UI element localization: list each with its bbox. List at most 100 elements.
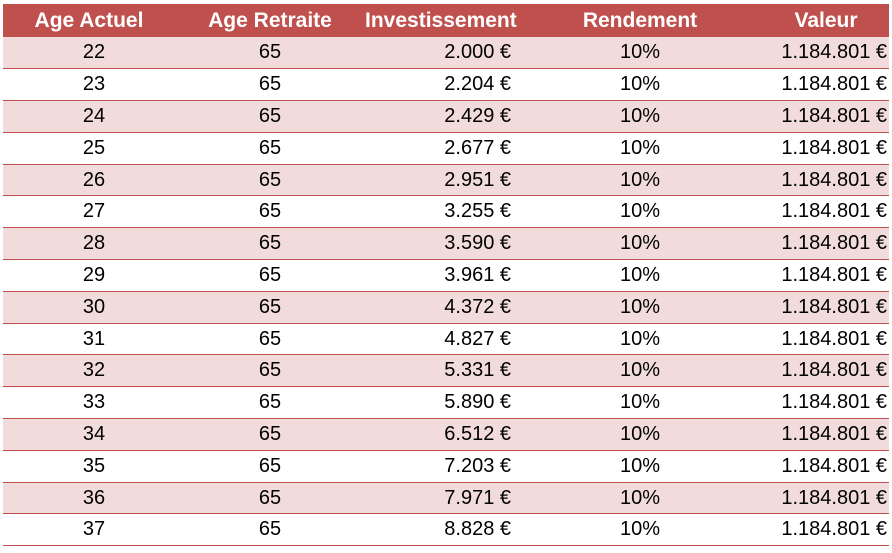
header-row: Age Actuel Age Retraite Investissement R…	[3, 4, 889, 37]
cell-rendement: 10%	[619, 136, 661, 159]
cell-valeur: 1.184.801 €	[781, 518, 887, 541]
cell-age-retraite: 65	[258, 327, 282, 350]
cell-age-retraite: 65	[258, 454, 282, 477]
cell-valeur: 1.184.801 €	[781, 391, 887, 414]
cell-investissement: 6.512 €	[444, 422, 511, 445]
header-age-actuel: Age Actuel	[34, 8, 144, 32]
cell-age-actuel: 23	[82, 73, 106, 96]
cell-investissement: 3.255 €	[444, 200, 511, 223]
cell-rendement: 10%	[619, 422, 661, 445]
cell-valeur: 1.184.801 €	[781, 422, 887, 445]
cell-rendement: 10%	[619, 391, 661, 414]
table-row: 36 65 7.971 € 10% 1.184.801 €	[3, 482, 889, 514]
cell-valeur: 1.184.801 €	[781, 41, 887, 64]
cell-age-actuel: 24	[82, 104, 106, 127]
cell-rendement: 10%	[619, 104, 661, 127]
cell-valeur: 1.184.801 €	[781, 295, 887, 318]
cell-investissement: 2.429 €	[444, 104, 511, 127]
cell-rendement: 10%	[619, 359, 661, 382]
cell-investissement: 2.677 €	[444, 136, 511, 159]
table-row: 24 65 2.429 € 10% 1.184.801 €	[3, 100, 889, 133]
cell-rendement: 10%	[619, 232, 661, 255]
cell-rendement: 10%	[619, 295, 661, 318]
cell-rendement: 10%	[619, 327, 661, 350]
table-row: 37 65 8.828 € 10% 1.184.801 €	[3, 513, 889, 546]
cell-age-retraite: 65	[258, 359, 282, 382]
cell-valeur: 1.184.801 €	[781, 200, 887, 223]
cell-age-retraite: 65	[258, 136, 282, 159]
cell-age-retraite: 65	[258, 263, 282, 286]
cell-rendement: 10%	[619, 168, 661, 191]
cell-rendement: 10%	[619, 518, 661, 541]
cell-age-actuel: 25	[82, 136, 106, 159]
cell-age-actuel: 28	[82, 232, 106, 255]
cell-age-actuel: 33	[82, 391, 106, 414]
table-header: Age Actuel Age Retraite Investissement R…	[3, 4, 889, 37]
cell-investissement: 7.203 €	[444, 454, 511, 477]
table-row: 22 65 2.000 € 10% 1.184.801 €	[3, 37, 889, 69]
cell-investissement: 4.827 €	[444, 327, 511, 350]
cell-investissement: 2.000 €	[444, 41, 511, 64]
cell-age-retraite: 65	[258, 391, 282, 414]
table-row: 30 65 4.372 € 10% 1.184.801 €	[3, 291, 889, 324]
table-row: 34 65 6.512 € 10% 1.184.801 €	[3, 418, 889, 451]
cell-investissement: 7.971 €	[444, 486, 511, 509]
table-row: 35 65 7.203 € 10% 1.184.801 €	[3, 450, 889, 483]
cell-age-retraite: 65	[258, 41, 282, 64]
cell-valeur: 1.184.801 €	[781, 73, 887, 96]
cell-age-retraite: 65	[258, 232, 282, 255]
cell-valeur: 1.184.801 €	[781, 454, 887, 477]
cell-valeur: 1.184.801 €	[781, 232, 887, 255]
cell-investissement: 4.372 €	[444, 295, 511, 318]
cell-investissement: 5.890 €	[444, 391, 511, 414]
cell-age-actuel: 31	[82, 327, 106, 350]
cell-age-actuel: 30	[82, 295, 106, 318]
cell-valeur: 1.184.801 €	[781, 168, 887, 191]
table-row: 25 65 2.677 € 10% 1.184.801 €	[3, 132, 889, 165]
cell-age-retraite: 65	[258, 422, 282, 445]
cell-age-retraite: 65	[258, 104, 282, 127]
cell-age-actuel: 27	[82, 200, 106, 223]
cell-age-retraite: 65	[258, 200, 282, 223]
cell-age-actuel: 26	[82, 168, 106, 191]
cell-valeur: 1.184.801 €	[781, 327, 887, 350]
cell-age-retraite: 65	[258, 168, 282, 191]
cell-investissement: 3.590 €	[444, 232, 511, 255]
table-row: 28 65 3.590 € 10% 1.184.801 €	[3, 227, 889, 260]
cell-age-retraite: 65	[258, 486, 282, 509]
cell-rendement: 10%	[619, 486, 661, 509]
cell-investissement: 5.331 €	[444, 359, 511, 382]
table-row: 33 65 5.890 € 10% 1.184.801 €	[3, 386, 889, 419]
cell-age-retraite: 65	[258, 73, 282, 96]
cell-age-actuel: 36	[82, 486, 106, 509]
cell-age-retraite: 65	[258, 518, 282, 541]
cell-valeur: 1.184.801 €	[781, 359, 887, 382]
cell-age-actuel: 32	[82, 359, 106, 382]
cell-rendement: 10%	[619, 200, 661, 223]
cell-rendement: 10%	[619, 263, 661, 286]
cell-age-actuel: 29	[82, 263, 106, 286]
investment-table: Age Actuel Age Retraite Investissement R…	[3, 4, 889, 546]
cell-rendement: 10%	[619, 454, 661, 477]
table-row: 23 65 2.204 € 10% 1.184.801 €	[3, 68, 889, 101]
table-row: 29 65 3.961 € 10% 1.184.801 €	[3, 259, 889, 292]
table-row: 27 65 3.255 € 10% 1.184.801 €	[3, 195, 889, 228]
cell-investissement: 3.961 €	[444, 263, 511, 286]
cell-investissement: 8.828 €	[444, 518, 511, 541]
cell-age-retraite: 65	[258, 295, 282, 318]
table-body: 22 65 2.000 € 10% 1.184.801 € 23 65 2.204 € 10% 1…	[3, 37, 889, 546]
cell-valeur: 1.184.801 €	[781, 486, 887, 509]
cell-age-actuel: 37	[82, 518, 106, 541]
cell-rendement: 10%	[619, 73, 661, 96]
header-rendement: Rendement	[582, 8, 698, 32]
header-valeur: Valeur	[794, 8, 858, 32]
table-row: 31 65 4.827 € 10% 1.184.801 €	[3, 323, 889, 355]
cell-rendement: 10%	[619, 41, 661, 64]
table-row: 26 65 2.951 € 10% 1.184.801 €	[3, 164, 889, 196]
cell-age-actuel: 22	[82, 41, 106, 64]
header-age-retraite: Age Retraite	[208, 8, 332, 32]
cell-investissement: 2.951 €	[444, 168, 511, 191]
cell-age-actuel: 34	[82, 422, 106, 445]
cell-age-actuel: 35	[82, 454, 106, 477]
